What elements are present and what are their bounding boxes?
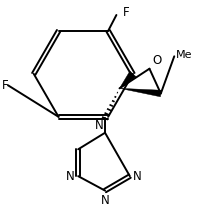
Text: N: N: [66, 170, 75, 183]
Polygon shape: [119, 88, 161, 97]
Text: F: F: [2, 79, 8, 92]
Text: Me: Me: [176, 50, 193, 60]
Text: O: O: [152, 54, 162, 67]
Text: F: F: [123, 6, 129, 19]
Text: N: N: [95, 119, 104, 132]
Polygon shape: [119, 71, 136, 88]
Text: N: N: [133, 170, 142, 183]
Text: N: N: [101, 194, 109, 207]
